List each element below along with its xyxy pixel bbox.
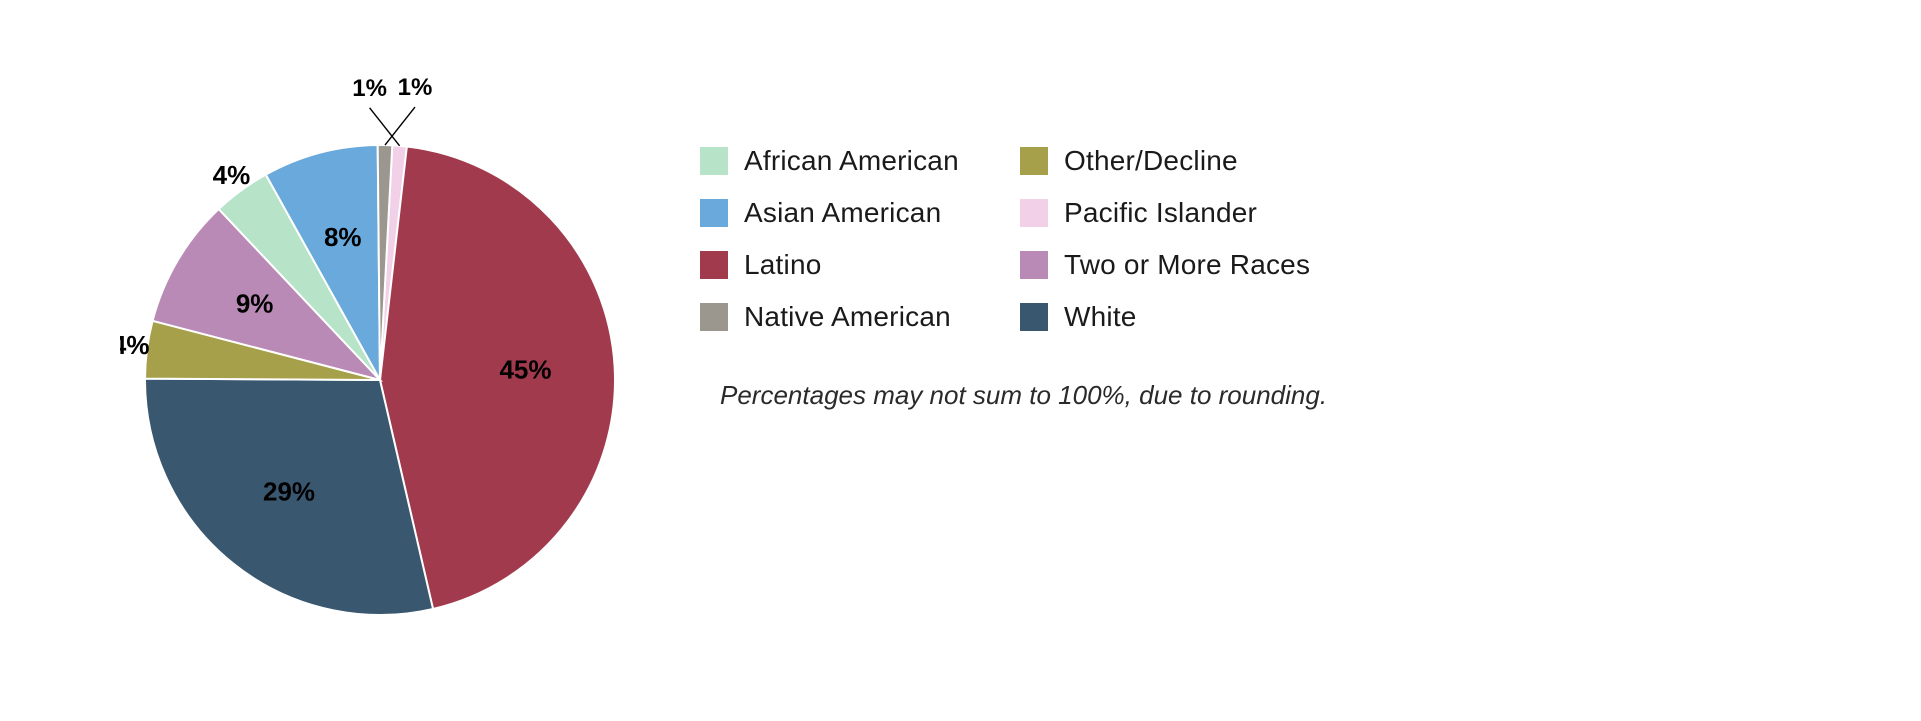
slice-label-two_or_more: 9% — [236, 289, 274, 319]
legend-label: Two or More Races — [1064, 249, 1310, 281]
legend-item: Latino — [700, 239, 1010, 291]
leader-line — [385, 107, 415, 145]
legend-label: Native American — [744, 301, 951, 333]
legend-swatch — [700, 251, 728, 279]
legend-swatch — [1020, 199, 1048, 227]
slice-label-native_american: 1% — [398, 74, 433, 101]
legend-label: Asian American — [744, 197, 941, 229]
legend-swatch — [1020, 251, 1048, 279]
legend-label: Other/Decline — [1064, 145, 1238, 177]
legend: African American Other/Decline Asian Ameri… — [700, 135, 1330, 343]
legend-label: Latino — [744, 249, 822, 281]
legend-swatch — [1020, 303, 1048, 331]
legend-label: White — [1064, 301, 1137, 333]
slice-label-white: 29% — [263, 477, 315, 507]
footnote: Percentages may not sum to 100%, due to … — [720, 380, 1327, 411]
slice-label-other_decline: 4% — [120, 330, 149, 360]
chart-stage: 45% 29% 4% 9% 4% 8% 1% 1% African American Other… — [0, 0, 1921, 721]
legend-item: Pacific Islander — [1020, 187, 1330, 239]
legend-swatch — [700, 147, 728, 175]
legend-label: African American — [744, 145, 959, 177]
slice-label-latino: 45% — [499, 355, 551, 385]
legend-item: African American — [700, 135, 1010, 187]
legend-item: Other/Decline — [1020, 135, 1330, 187]
slice-label-pacific_islander: 1% — [352, 75, 387, 102]
pie-svg: 45% 29% 4% 9% 4% 8% 1% 1% — [120, 30, 680, 710]
legend-swatch — [700, 199, 728, 227]
legend-item: Native American — [700, 291, 1010, 343]
legend-label: Pacific Islander — [1064, 197, 1257, 229]
leader-line — [370, 108, 400, 146]
slice-label-asian_american: 8% — [324, 222, 362, 252]
slice-label-african_american: 4% — [213, 160, 251, 190]
legend-item: Two or More Races — [1020, 239, 1330, 291]
legend-item: Asian American — [700, 187, 1010, 239]
legend-swatch — [700, 303, 728, 331]
legend-item: White — [1020, 291, 1330, 343]
pie-chart: 45% 29% 4% 9% 4% 8% 1% 1% — [120, 30, 680, 715]
legend-swatch — [1020, 147, 1048, 175]
